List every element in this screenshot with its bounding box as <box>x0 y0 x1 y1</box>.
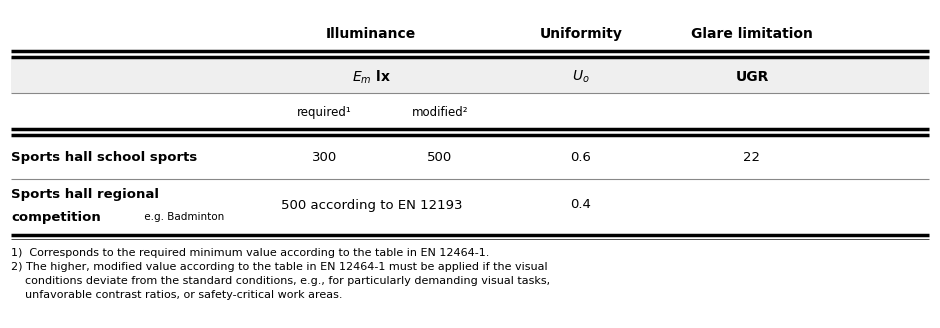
Text: 500 according to EN 12193: 500 according to EN 12193 <box>280 198 462 212</box>
Text: Uniformity: Uniformity <box>540 28 622 41</box>
Text: Illuminance: Illuminance <box>326 28 416 41</box>
Text: conditions deviate from the standard conditions, e.g., for particularly demandin: conditions deviate from the standard con… <box>11 276 551 286</box>
Text: 22: 22 <box>744 151 760 164</box>
Text: Sports hall school sports: Sports hall school sports <box>11 151 197 164</box>
Text: 1)  Corresponds to the required minimum value according to the table in EN 12464: 1) Corresponds to the required minimum v… <box>11 248 490 258</box>
Text: 2) The higher, modified value according to the table in EN 12464-1 must be appli: 2) The higher, modified value according … <box>11 262 548 272</box>
Text: $U_o$: $U_o$ <box>572 69 589 85</box>
Text: 0.4: 0.4 <box>571 198 591 212</box>
Bar <box>11 57 929 93</box>
Text: 500: 500 <box>428 151 452 164</box>
Text: 300: 300 <box>312 151 337 164</box>
Text: unfavorable contrast ratios, or safety-critical work areas.: unfavorable contrast ratios, or safety-c… <box>11 290 343 300</box>
Text: $E_m$ lx: $E_m$ lx <box>352 68 391 86</box>
Text: Glare limitation: Glare limitation <box>691 28 813 41</box>
Text: UGR: UGR <box>735 70 769 84</box>
Text: required¹: required¹ <box>297 106 352 119</box>
Text: modified²: modified² <box>412 106 468 119</box>
Text: 0.6: 0.6 <box>571 151 591 164</box>
Text: e.g. Badminton: e.g. Badminton <box>141 212 225 222</box>
Text: competition: competition <box>11 211 101 224</box>
Text: Sports hall regional: Sports hall regional <box>11 188 159 201</box>
